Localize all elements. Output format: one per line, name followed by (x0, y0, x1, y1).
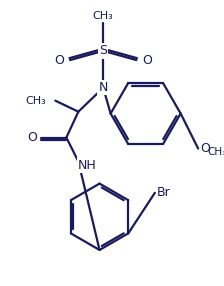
Text: Br: Br (157, 186, 171, 199)
Text: CH₃: CH₃ (25, 96, 46, 106)
Text: NH: NH (78, 159, 97, 172)
Text: CH₃: CH₃ (207, 147, 224, 157)
Text: O: O (54, 53, 64, 67)
Text: N: N (99, 81, 108, 94)
Text: CH₃: CH₃ (93, 11, 114, 21)
Text: O: O (27, 131, 37, 144)
Text: S: S (99, 44, 107, 57)
Text: O: O (201, 142, 211, 155)
Text: O: O (142, 53, 152, 67)
